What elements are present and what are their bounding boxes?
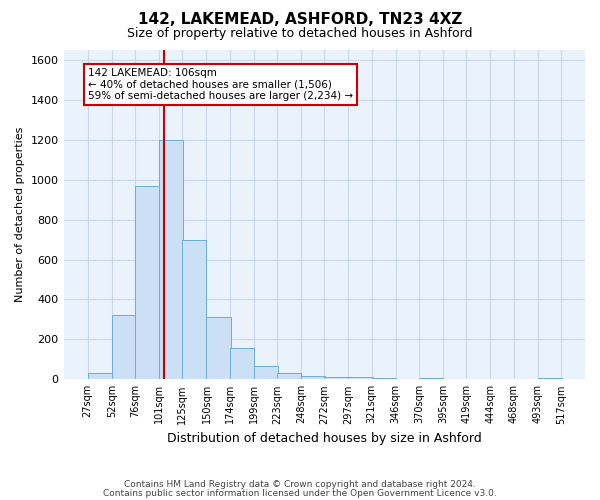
- Bar: [112, 316, 136, 380]
- Bar: [254, 366, 278, 380]
- Bar: [135, 186, 159, 380]
- Bar: [277, 374, 301, 380]
- Text: Size of property relative to detached houses in Ashford: Size of property relative to detached ho…: [127, 28, 473, 40]
- Bar: [419, 378, 443, 380]
- Y-axis label: Number of detached properties: Number of detached properties: [15, 127, 25, 302]
- Bar: [230, 348, 254, 380]
- Text: 142 LAKEMEAD: 106sqm
← 40% of detached houses are smaller (1,506)
59% of semi-de: 142 LAKEMEAD: 106sqm ← 40% of detached h…: [88, 68, 353, 101]
- Text: Contains public sector information licensed under the Open Government Licence v3: Contains public sector information licen…: [103, 490, 497, 498]
- Text: Contains HM Land Registry data © Crown copyright and database right 2024.: Contains HM Land Registry data © Crown c…: [124, 480, 476, 489]
- Bar: [159, 140, 183, 380]
- Bar: [324, 378, 349, 380]
- Bar: [538, 378, 562, 380]
- Bar: [206, 318, 230, 380]
- Bar: [88, 374, 112, 380]
- Text: 142, LAKEMEAD, ASHFORD, TN23 4XZ: 142, LAKEMEAD, ASHFORD, TN23 4XZ: [138, 12, 462, 28]
- Bar: [371, 378, 396, 380]
- X-axis label: Distribution of detached houses by size in Ashford: Distribution of detached houses by size …: [167, 432, 482, 445]
- Bar: [349, 378, 373, 380]
- Bar: [301, 376, 325, 380]
- Bar: [182, 240, 206, 380]
